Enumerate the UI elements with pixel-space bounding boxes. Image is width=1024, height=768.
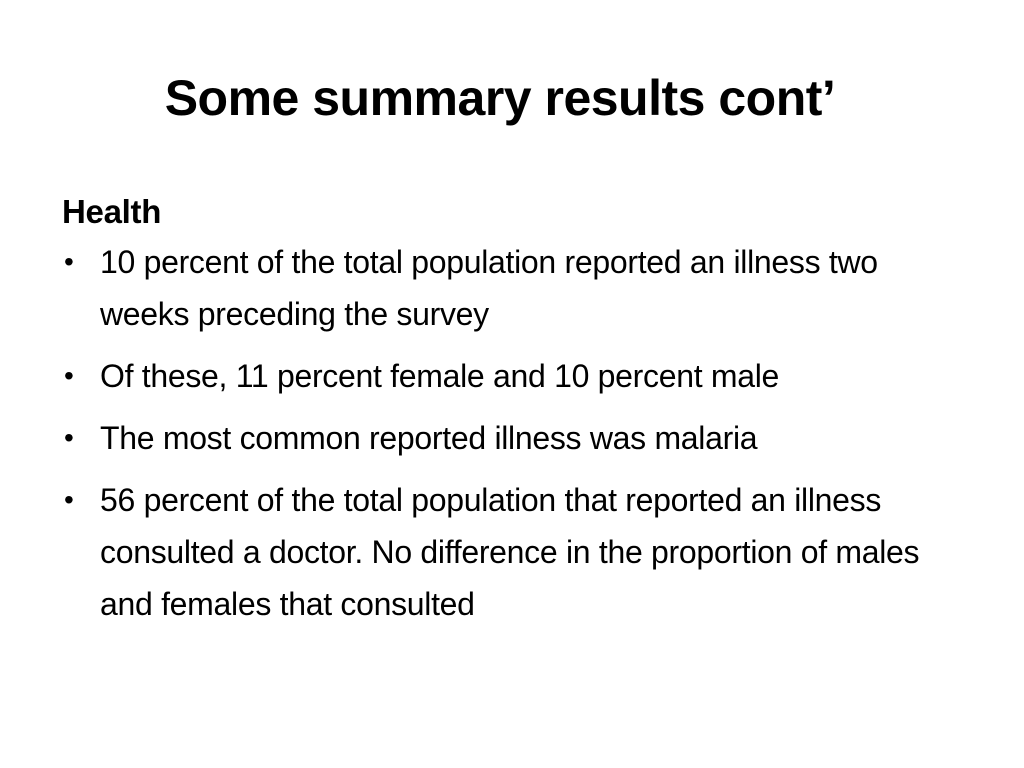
bullet-text: Of these, 11 percent female and 10 perce… [100, 358, 780, 394]
slide-title: Some summary results cont’ [164, 70, 836, 126]
bullet-item: • 56 percent of the total population tha… [62, 474, 972, 630]
bullet-text: 56 percent of the total population that … [100, 482, 920, 622]
bullet-item: • The most common reported illness was m… [62, 412, 972, 464]
bullet-text: 10 percent of the total population repor… [100, 244, 878, 332]
bullet-icon: • [64, 360, 74, 391]
bullet-item: • 10 percent of the total population rep… [62, 236, 972, 340]
bullet-icon: • [64, 246, 74, 277]
bullet-icon: • [64, 484, 74, 515]
bullet-icon: • [64, 422, 74, 453]
bullet-item: • Of these, 11 percent female and 10 per… [62, 350, 972, 402]
slide-content: Health • 10 percent of the total populat… [62, 188, 972, 630]
bullet-text: The most common reported illness was mal… [100, 420, 758, 456]
section-heading: Health [62, 193, 162, 230]
bullet-list: • 10 percent of the total population rep… [62, 236, 972, 630]
